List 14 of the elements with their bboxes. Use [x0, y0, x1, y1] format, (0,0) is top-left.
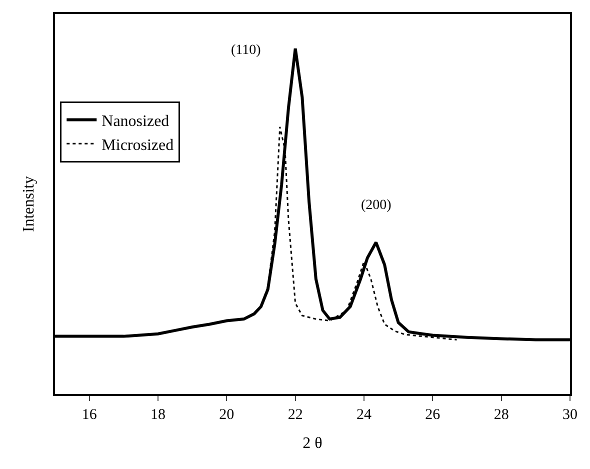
legend-label: Nanosized	[102, 113, 170, 130]
x-tick-label: 26	[425, 407, 441, 423]
y-axis-title: Intensity	[20, 176, 38, 232]
x-tick-label: 30	[562, 407, 578, 423]
x-tick-label: 20	[219, 407, 234, 423]
x-tick-label: 24	[356, 407, 372, 423]
x-tick-label: 22	[288, 407, 303, 423]
x-tick-label: 16	[82, 407, 98, 423]
x-tick-label: 28	[494, 407, 509, 423]
annotation: (200)	[361, 198, 392, 213]
legend-label: Microsized	[102, 136, 174, 154]
x-axis-title: 2 θ	[302, 435, 322, 452]
x-tick-label: 18	[150, 407, 166, 423]
annotation: (110)	[231, 43, 262, 58]
